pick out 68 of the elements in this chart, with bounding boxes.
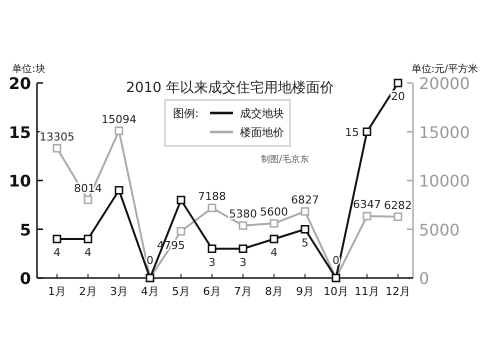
y-tick-label: 10 (8, 172, 31, 190)
data-label: 8014 (74, 182, 102, 195)
data-label: 7188 (198, 190, 226, 203)
point (114, 126, 124, 136)
data-label: 5600 (260, 205, 288, 218)
point (394, 78, 402, 88)
data-label: 3 (240, 256, 246, 269)
data-label: 4 (84, 246, 92, 259)
legend-title: 图例: (173, 107, 199, 120)
data-label: 6827 (291, 193, 319, 206)
point (300, 207, 310, 216)
legend-label: 成交地块 (240, 107, 284, 120)
data-label: 15 (345, 126, 359, 139)
point (84, 234, 92, 244)
data-label: 6282 (384, 198, 412, 212)
x-tick-label: 10月 (324, 285, 348, 298)
y2-tick-label: 10000 (419, 172, 470, 190)
data-label: 6347 (353, 198, 381, 212)
point (52, 144, 62, 153)
x-tick-label: 4月 (141, 285, 159, 298)
data-label: 13305 (40, 130, 74, 144)
x-tick-label: 1月 (48, 285, 66, 298)
point (208, 204, 216, 212)
point (114, 186, 124, 194)
point (208, 244, 216, 253)
x-tick-label: 5月 (172, 285, 190, 298)
y-tick-label: 5 (20, 220, 31, 240)
data-label: 0 (146, 254, 154, 267)
x-tick-label: 2月 (79, 285, 97, 298)
x-tick-label: 8月 (265, 285, 283, 298)
y2-tick-label: 20000 (419, 74, 470, 93)
point (238, 244, 248, 253)
point (52, 234, 62, 244)
x-tick-label: 12月 (386, 285, 410, 298)
point (300, 225, 310, 234)
x-tick-label: 6月 (203, 285, 221, 298)
data-label: 5380 (229, 208, 257, 221)
point (362, 212, 372, 220)
point (270, 234, 278, 244)
data-label: 5 (302, 236, 308, 250)
annotation: 制图/毛京东 (260, 154, 310, 165)
data-label: 0 (332, 254, 340, 267)
point (176, 196, 186, 204)
data-label: 15094 (102, 112, 136, 126)
y2-tick-label: 0 (419, 269, 430, 288)
data-label: 3 (208, 256, 216, 269)
data-label: 4 (270, 246, 278, 259)
x-tick-label: 3月 (110, 285, 128, 298)
x-tick-label: 9月 (296, 285, 314, 298)
y2-tick-label: 15000 (419, 122, 470, 142)
data-label: 4 (54, 246, 60, 259)
point (362, 128, 372, 136)
y2-tick-label: 5000 (419, 220, 460, 240)
y-axis-title: 单位:块 (12, 63, 46, 75)
y2-axis-title: 单位:元/平方米 (411, 63, 478, 75)
chart-title: 2010 年以来成交住宅用地楼面价 (126, 80, 334, 96)
x-tick-label: 7月 (234, 285, 252, 298)
y-tick-label: 15 (8, 122, 31, 142)
point (84, 196, 92, 204)
legend-label: 楼面地价 (240, 126, 284, 139)
y-tick-label: 0 (20, 269, 31, 288)
point (176, 227, 186, 236)
point (270, 219, 278, 228)
point (394, 212, 402, 221)
x-tick-label: 11月 (354, 285, 380, 298)
point (238, 221, 248, 230)
y-tick-label: 20 (8, 74, 31, 93)
data-label: 20 (391, 90, 405, 103)
